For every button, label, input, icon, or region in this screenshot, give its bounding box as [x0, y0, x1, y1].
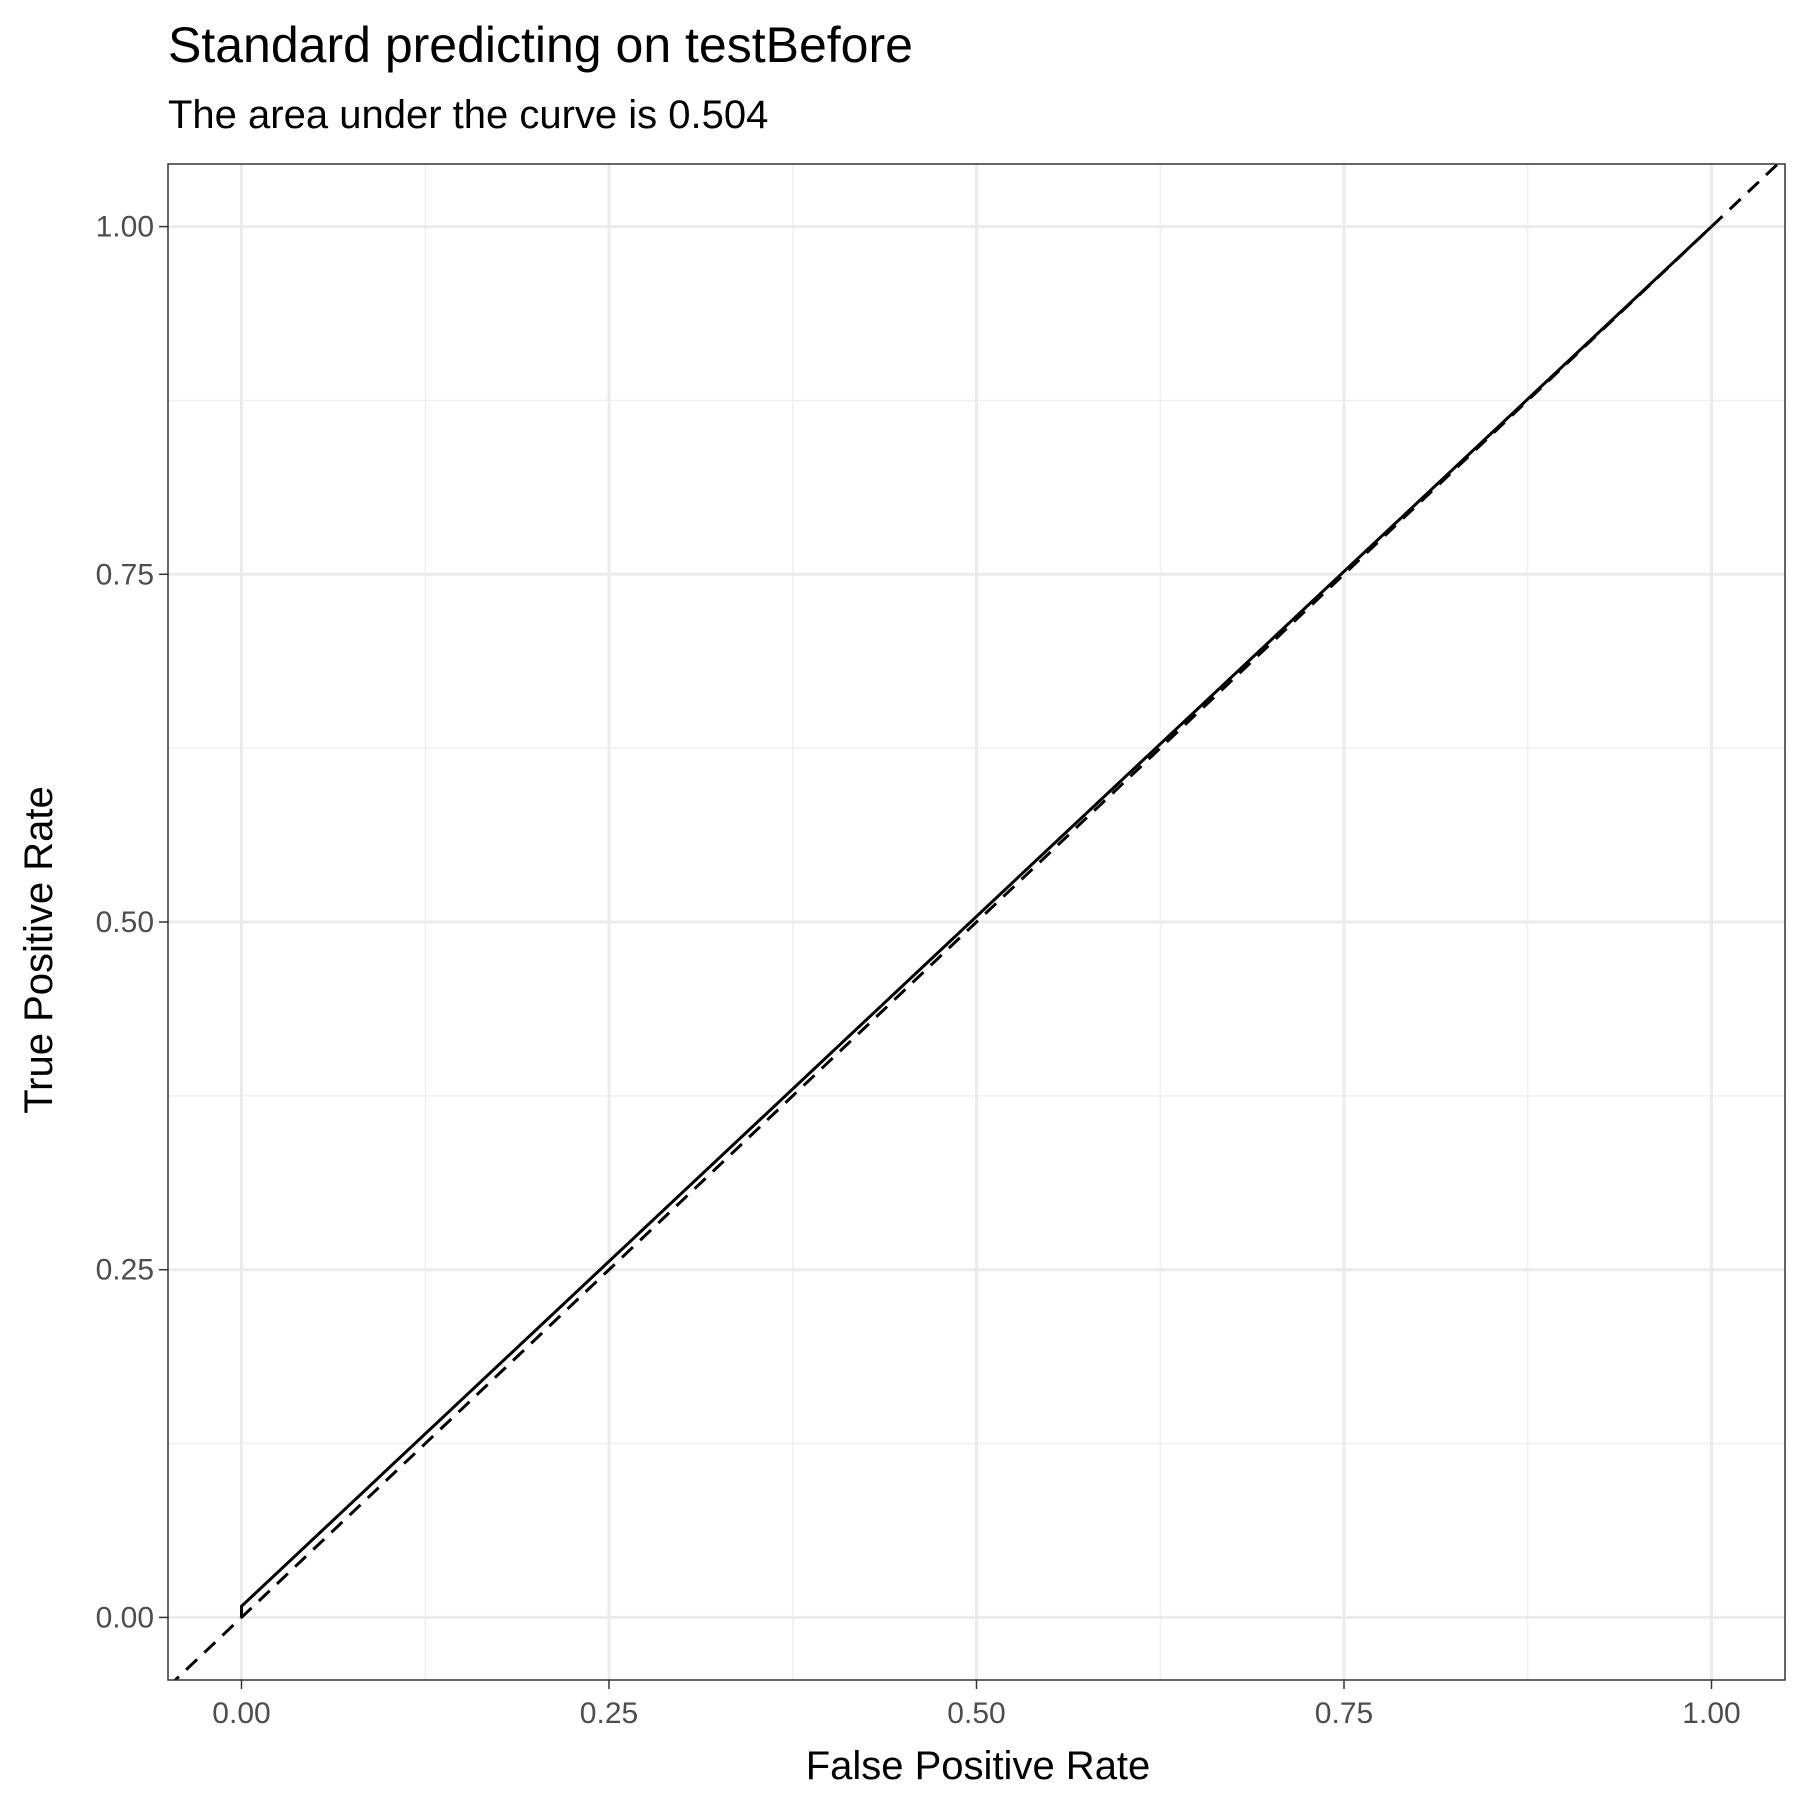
x-axis-title: False Positive Rate — [806, 1744, 1151, 1788]
x-tick-label: 1.00 — [1682, 1697, 1740, 1730]
y-tick-label: 0.25 — [96, 1254, 154, 1287]
y-tick-label: 0.00 — [96, 1601, 154, 1634]
y-axis-ticks: 0.00 0.25 0.50 0.75 1.00 — [96, 211, 168, 1634]
y-tick-label: 1.00 — [96, 211, 154, 244]
x-tick-label: 0.75 — [1315, 1697, 1373, 1730]
y-axis-title: True Positive Rate — [17, 786, 61, 1114]
chart-title: Standard predicting on testBefore — [168, 17, 913, 73]
gridlines — [168, 164, 1785, 1680]
chart-subtitle: The area under the curve is 0.504 — [168, 93, 768, 137]
series-layer — [173, 164, 1780, 1680]
x-axis-ticks: 0.00 0.25 0.50 0.75 1.00 — [212, 1680, 1741, 1730]
x-tick-label: 0.50 — [947, 1697, 1005, 1730]
y-tick-label: 0.75 — [96, 558, 154, 591]
y-tick-label: 0.50 — [96, 906, 154, 939]
x-tick-label: 0.00 — [212, 1697, 270, 1730]
reference-diagonal-line — [173, 164, 1780, 1680]
roc-curve-line — [240, 225, 1713, 1618]
x-tick-label: 0.25 — [580, 1697, 638, 1730]
